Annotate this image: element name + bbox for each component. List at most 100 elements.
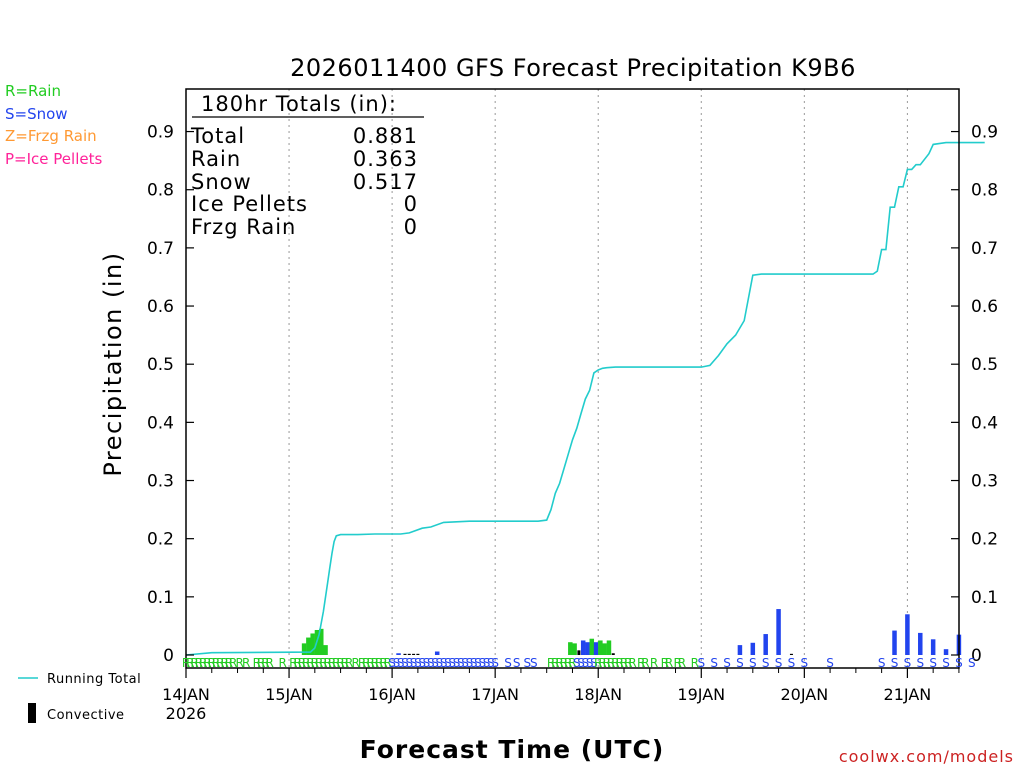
marker-snow: S [955, 656, 963, 670]
marker-snow: S [436, 656, 444, 670]
y-tick-label-left: 0.9 [147, 123, 174, 143]
bar-convective [611, 653, 615, 655]
bar-snow [593, 642, 599, 655]
marker-snow: S [723, 656, 731, 670]
marker-snow: S [397, 656, 405, 670]
legend-snow: S=Snow [5, 105, 68, 123]
marker-rain: R [691, 656, 699, 670]
x-tick-sublabel: 2026 [166, 704, 207, 723]
y-tick-label-left: 0.5 [147, 355, 174, 375]
marker-snow: S [470, 656, 478, 670]
marker-rain: R [190, 656, 198, 670]
marker-snow: S [788, 656, 796, 670]
bar-rain [323, 645, 328, 655]
marker-rain: R [628, 656, 636, 670]
marker-snow: S [826, 656, 834, 670]
y-tick-label-left: 0.6 [147, 297, 174, 317]
y-tick-label-right: 0.9 [971, 123, 998, 143]
y-axis-right: 0 0.1 0.2 0.3 0.4 0.5 0.6 0.7 0.8 0.9 [951, 123, 998, 666]
precipitation-bars [301, 609, 962, 655]
bar-snow [776, 609, 781, 655]
totals-value-total: 0.881 [353, 124, 418, 148]
marker-rain: R [384, 656, 392, 670]
marker-snow: S [504, 656, 512, 670]
marker-snow: S [393, 656, 401, 670]
bar-rain [589, 638, 595, 655]
marker-rain: R [261, 656, 269, 670]
marker-snow: S [582, 656, 590, 670]
x-tick-label: 18JAN [574, 685, 622, 704]
bar-snow [930, 639, 936, 655]
marker-rain: R [607, 656, 615, 670]
y-tick-label-right: 0.4 [971, 413, 998, 433]
y-tick-label-left: 0.4 [147, 413, 174, 433]
marker-snow: S [530, 656, 538, 670]
marker-rain: R [225, 656, 233, 670]
y-axis-title: Precipitation (in) [99, 251, 127, 476]
y-tick-label-left: 0.3 [147, 472, 174, 492]
legend-freezing-rain: Z=Frzg Rain [5, 127, 97, 145]
bar-rain [306, 637, 311, 655]
y-tick-label-left: 0.8 [147, 181, 174, 201]
y-tick-label-left: 0.7 [147, 239, 174, 259]
y-tick-label-right: 0.5 [971, 355, 998, 375]
marker-snow: S [762, 656, 770, 670]
y-tick-label-right: 0.8 [971, 181, 998, 201]
marker-snow: S [590, 656, 598, 670]
marker-rain: R [289, 656, 297, 670]
marker-snow: S [427, 656, 435, 670]
marker-rain: R [341, 656, 349, 670]
marker-rain: R [594, 656, 602, 670]
legend-ice-pellets: P=Ice Pellets [5, 150, 102, 168]
bar-convective [412, 653, 416, 655]
marker-snow: S [573, 656, 581, 670]
bar-convective [407, 653, 411, 655]
y-tick-label-right: 0 [971, 646, 982, 666]
marker-snow: S [487, 656, 495, 670]
marker-rain: R [306, 656, 314, 670]
marker-rain: R [315, 656, 323, 670]
legend-rain: R=Rain [5, 82, 61, 100]
marker-snow: S [513, 656, 521, 670]
y-tick-label-right: 0.3 [971, 472, 998, 492]
marker-rain: R [564, 656, 572, 670]
marker-rain: R [195, 656, 203, 670]
marker-rain: R [319, 656, 327, 670]
marker-rain: R [208, 656, 216, 670]
marker-rain: R [216, 656, 224, 670]
marker-rain: R [678, 656, 686, 670]
marker-snow: S [474, 656, 482, 670]
bar-rain [572, 643, 577, 655]
marker-snow: S [524, 656, 532, 670]
bar-rain [310, 633, 315, 655]
bar-rain [568, 642, 573, 655]
bar-rain [301, 643, 307, 655]
marker-rain: R [278, 656, 286, 670]
marker-rain: R [351, 656, 359, 670]
credit-text: coolwx.com/models [839, 747, 1014, 766]
running-total-line [185, 141, 985, 656]
y-tick-label-right: 0.6 [971, 297, 998, 317]
bar-convective [577, 650, 581, 655]
marker-rain: R [182, 656, 190, 670]
marker-snow: S [904, 656, 912, 670]
marker-rain: R [624, 656, 632, 670]
bar-rain [319, 628, 324, 655]
x-tick-label: 21JAN [884, 685, 932, 704]
bar-convective [403, 653, 407, 655]
marker-snow: S [410, 656, 418, 670]
running-total-series [185, 141, 985, 656]
marker-snow: S [491, 656, 499, 670]
totals-label-rain: Rain [191, 147, 241, 171]
bar-snow [434, 651, 440, 655]
marker-snow: S [388, 656, 396, 670]
x-tick-label: 14JAN [162, 685, 210, 704]
totals-label-ice-pellets: Ice Pellets [191, 192, 308, 216]
marker-snow: S [423, 656, 431, 670]
marker-rain: R [311, 656, 319, 670]
y-axis-left: 0 0.1 0.2 0.3 0.4 0.5 0.6 0.7 0.8 0.9 [147, 123, 194, 666]
bar-rain [598, 640, 603, 655]
marker-snow: S [448, 656, 456, 670]
